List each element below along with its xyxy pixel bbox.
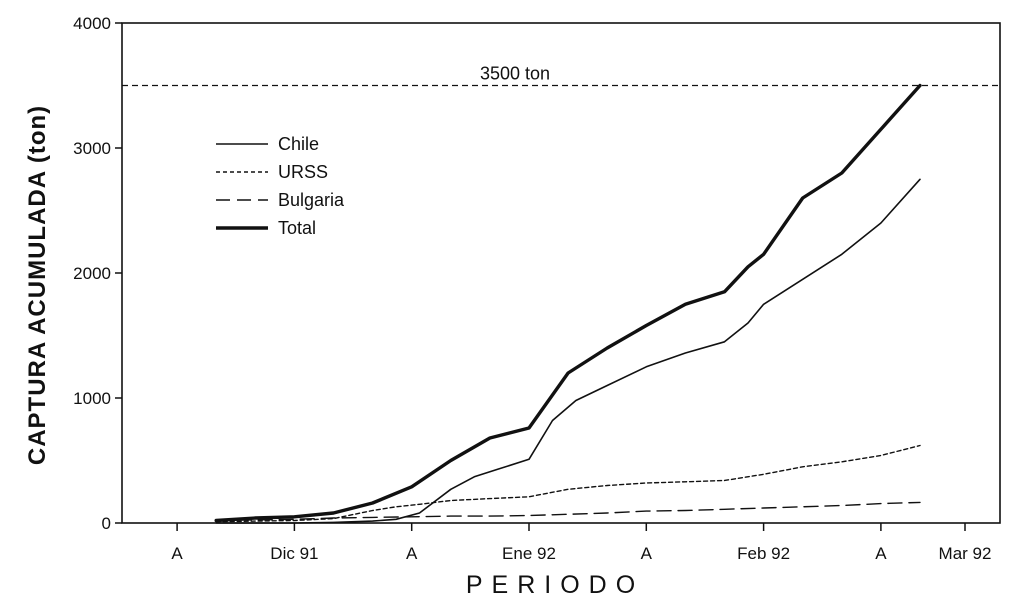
legend-label-bulgaria: Bulgaria	[278, 190, 345, 210]
reference-line-label: 3500 ton	[480, 64, 550, 84]
series-line-bulgaria	[215, 501, 921, 522]
y-axis-label: CAPTURA ACUMULADA (ton)	[24, 105, 51, 465]
reference-line-group: 3500 ton	[122, 64, 1000, 87]
x-tick-label: A	[641, 544, 653, 563]
x-tick-label: A	[406, 544, 418, 563]
series-line-chile	[215, 178, 921, 524]
plot-border	[121, 22, 1001, 524]
x-tick-label: Mar 92	[939, 544, 992, 563]
legend-label-chile: Chile	[278, 134, 319, 154]
legend-label-total: Total	[278, 218, 316, 238]
x-tick-label: A	[875, 544, 887, 563]
y-tick-label: 2000	[73, 264, 111, 283]
x-tick-label: Feb 92	[737, 544, 790, 563]
x-axis: A Dic 91 A Ene 92 A Feb 92 A Mar 92	[171, 523, 991, 563]
y-tick-label: 3000	[73, 139, 111, 158]
legend-label-urss: URSS	[278, 162, 328, 182]
plot-area	[121, 22, 1001, 524]
legend: Chile URSS Bulgaria Total	[216, 134, 345, 238]
x-tick-label: Dic 91	[270, 544, 318, 563]
series-group	[214, 83, 922, 524]
y-tick-label: 0	[102, 514, 111, 533]
x-axis-label: PERIODO	[466, 571, 644, 599]
y-axis: 0 1000 2000 3000 4000	[73, 14, 122, 533]
series-line-urss	[215, 444, 921, 523]
x-tick-label: A	[171, 544, 183, 563]
y-tick-label: 1000	[73, 389, 111, 408]
series-line-total	[214, 83, 922, 523]
y-tick-label: 4000	[73, 14, 111, 33]
x-tick-label: Ene 92	[502, 544, 556, 563]
